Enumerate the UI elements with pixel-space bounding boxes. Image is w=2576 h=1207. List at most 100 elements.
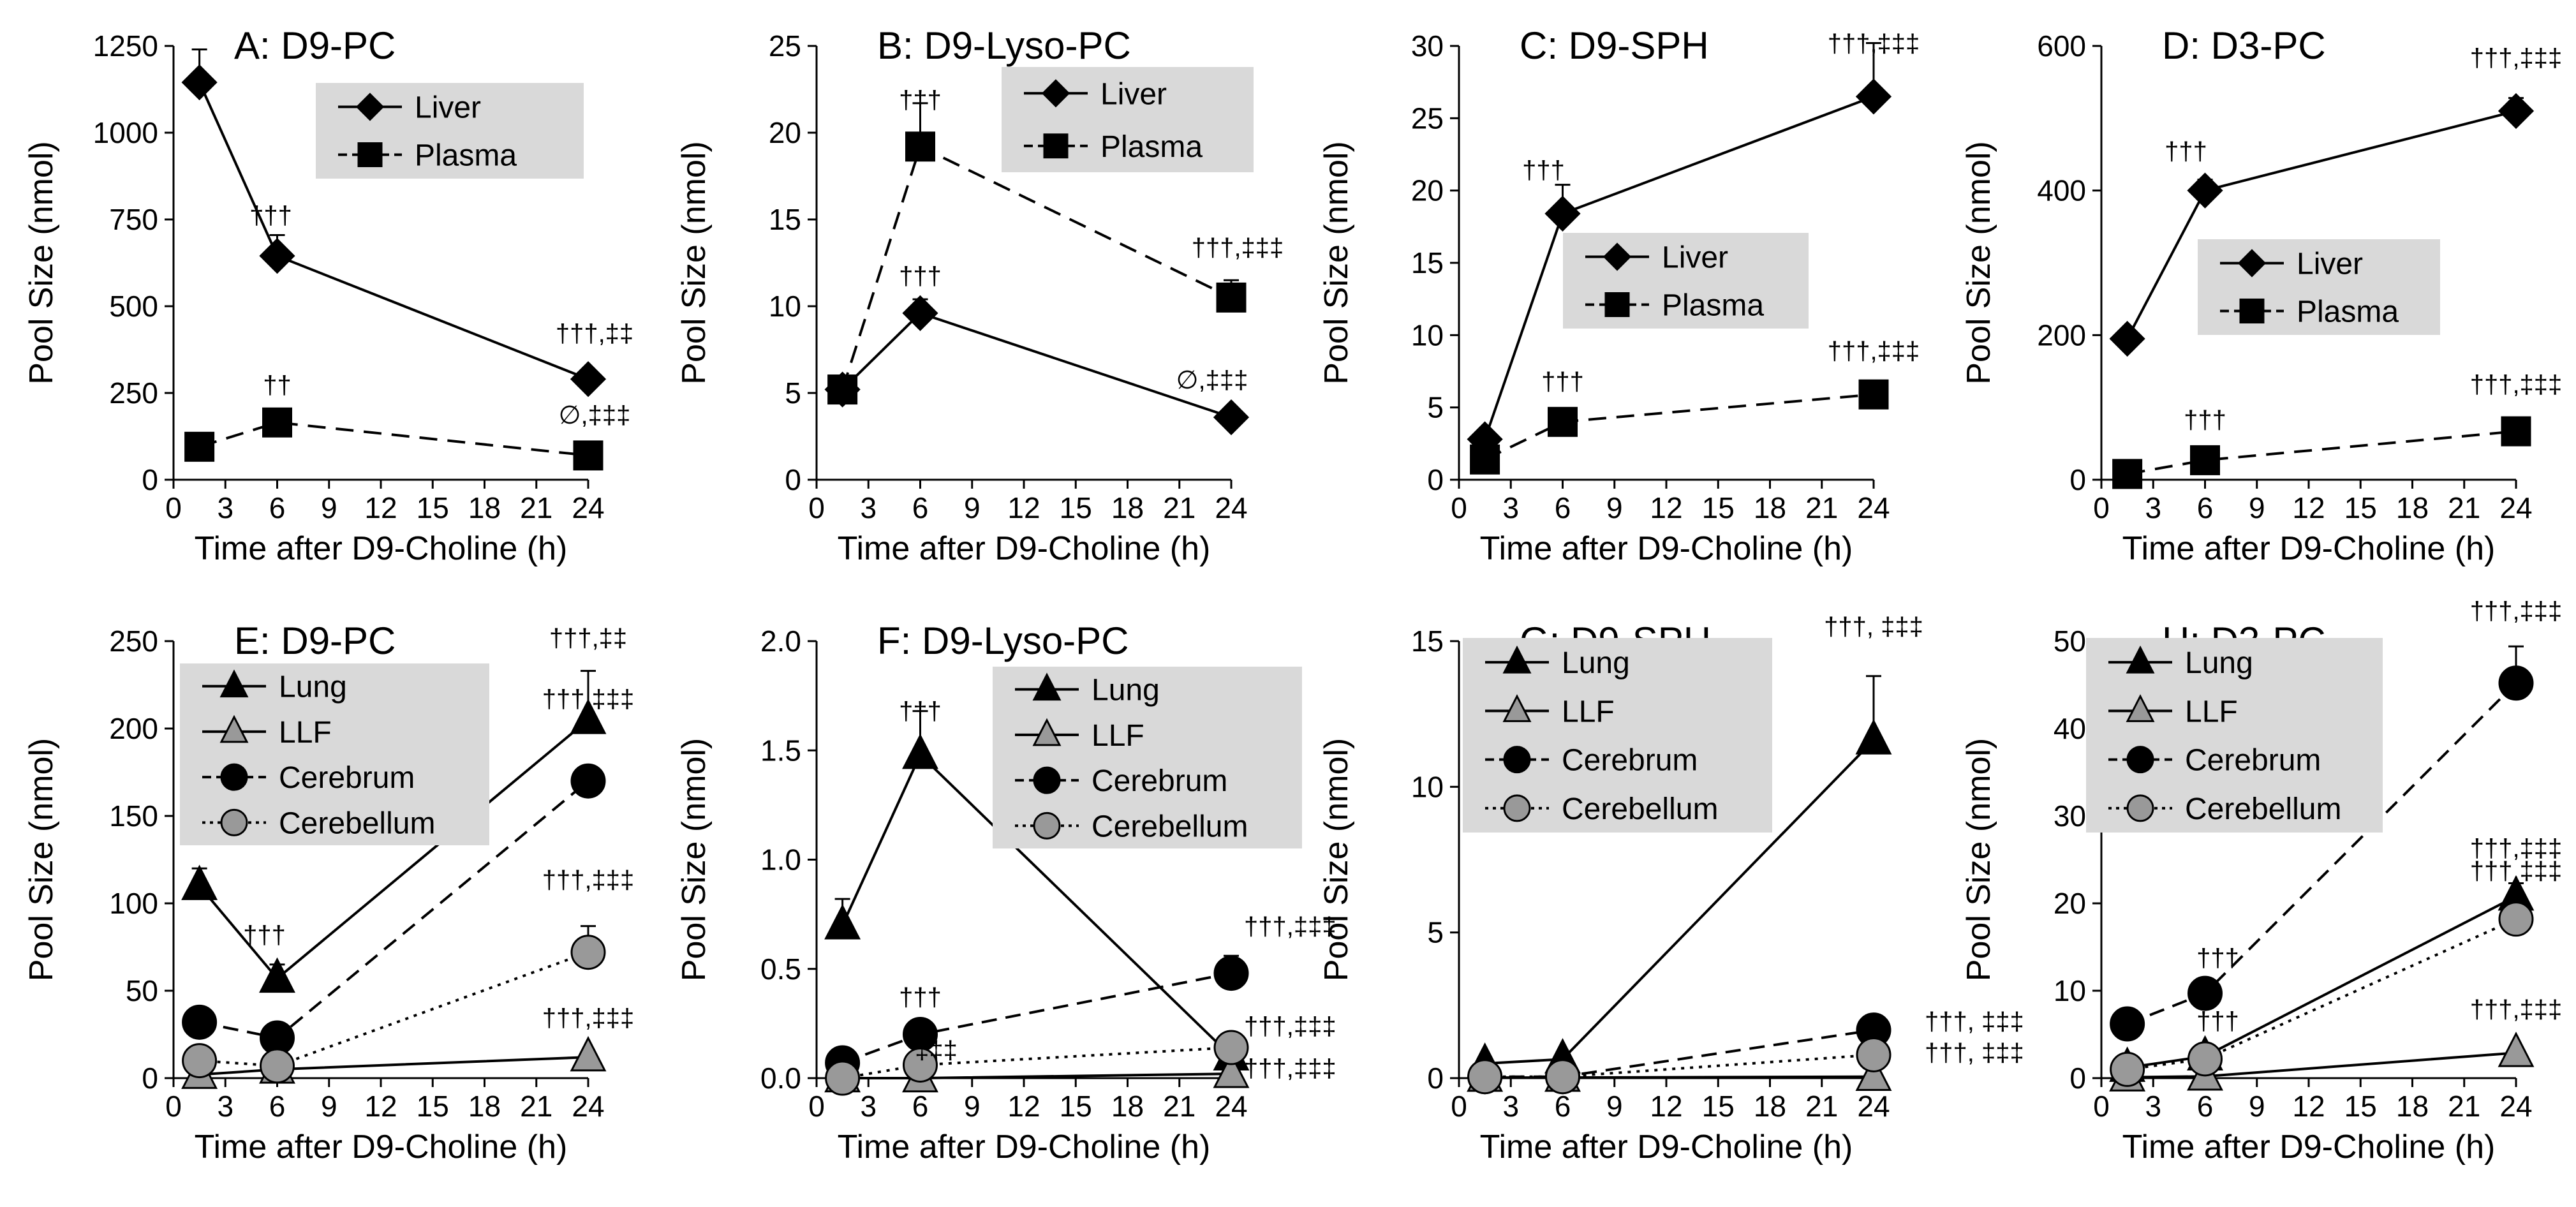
legend-label: LLF	[279, 716, 332, 750]
legend-marker	[1502, 694, 1532, 722]
x-tick-label: 21	[2448, 491, 2480, 524]
y-axis-label: Pool Size (nmol)	[1318, 738, 1355, 981]
y-tick-label: 20	[1411, 174, 1444, 207]
y-tick-label: 5	[1427, 916, 1444, 949]
legend-label: Cerebrum	[2185, 744, 2321, 778]
significance-annotation: †††,‡‡‡	[1244, 1055, 1336, 1083]
legend: Lung LLF Cerebrum Cerebellum	[993, 667, 1302, 848]
x-tick-label: 9	[1606, 1090, 1623, 1123]
y-tick-label: 10	[2054, 974, 2086, 1007]
x-axis-label: Time after D9-Choline (h)	[195, 1129, 568, 1166]
y-tick-label: 0.5	[760, 952, 801, 986]
series-line	[199, 951, 589, 1067]
x-tick-label: 18	[1111, 1090, 1144, 1123]
x-tick-label: 18	[1754, 491, 1786, 524]
legend: Liver Plasma	[1563, 233, 1809, 329]
y-tick-label: 1000	[93, 116, 158, 149]
y-tick-label: 5	[785, 376, 801, 410]
data-point	[1213, 956, 1249, 991]
x-axis-label: Time after D9-Choline (h)	[838, 1129, 1211, 1166]
legend-marker	[2239, 299, 2265, 323]
data-point	[260, 1048, 295, 1084]
x-tick-label: 24	[1857, 491, 1890, 524]
legend: Lung LLF Cerebrum Cerebellum	[1463, 638, 1772, 833]
y-tick-label: 150	[109, 799, 158, 833]
data-point	[184, 431, 215, 462]
data-point	[259, 957, 295, 993]
legend-item-plasma: Plasma	[1024, 130, 1203, 164]
legend-label: Lung	[1562, 646, 1630, 680]
x-tick-label: 0	[1451, 1090, 1467, 1123]
series-cerebrum	[825, 954, 1249, 1081]
x-tick-label: 24	[1215, 1090, 1247, 1123]
x-tick-label: 3	[217, 1090, 233, 1123]
legend-marker	[1043, 133, 1069, 159]
y-tick-label: 15	[769, 203, 801, 236]
y-tick-label: 0	[142, 1062, 158, 1095]
panel-title: E: D9-PC	[234, 619, 396, 662]
x-tick-label: 6	[269, 491, 286, 524]
legend-marker	[2237, 249, 2267, 278]
panel-f: 0 3 6 9 12 15 18 21 24 0.0 0.5 1.0 1.5 2.0 Time after …	[676, 619, 1336, 1166]
legend: Liver Plasma	[1002, 67, 1254, 172]
data-point	[2187, 172, 2223, 209]
legend-label: LLF	[1092, 719, 1144, 753]
legend-label: Lung	[1092, 674, 1160, 707]
y-tick-label: 20	[2054, 887, 2086, 920]
legend-label: Lung	[279, 670, 347, 704]
data-point	[903, 1047, 938, 1083]
significance-annotation: †††,‡‡	[556, 320, 633, 348]
x-tick-label: 9	[321, 1090, 337, 1123]
y-axis-label: Pool Size (nmol)	[1960, 738, 1997, 981]
x-tick-label: 6	[2197, 491, 2214, 524]
panel-b: 0 3 6 9 12 15 18 21 24 0 5 10 15 20 25 Time after D9-Ch…	[676, 24, 1284, 567]
series-line	[2127, 1051, 2517, 1079]
series-line	[1484, 393, 1874, 461]
significance-annotation: †††	[899, 262, 942, 290]
legend-item-cerebellum: Cerebellum	[2108, 792, 2341, 826]
legend-marker	[355, 93, 385, 121]
x-tick-label: 24	[1857, 1090, 1890, 1123]
series-plasma	[827, 102, 1247, 405]
legend-marker	[1502, 645, 1532, 674]
y-tick-label: 15	[1411, 625, 1444, 658]
series-plasma	[2112, 416, 2531, 489]
series-llf	[824, 1052, 1250, 1093]
panel-a: 0 3 6 9 12 15 18 21 24 0 250 500 750 1000 1250 Time aft…	[23, 24, 633, 567]
x-tick-label: 12	[1007, 1090, 1040, 1123]
panel-title: F: D9-Lyso-PC	[877, 619, 1129, 662]
y-tick-label: 0	[1427, 1062, 1444, 1095]
data-point	[1470, 444, 1500, 475]
x-tick-label: 9	[321, 491, 337, 524]
legend-marker	[1032, 672, 1062, 701]
data-point	[1855, 719, 1892, 755]
legend-marker	[2126, 746, 2154, 774]
data-point	[2110, 1006, 2145, 1042]
x-tick-label: 24	[572, 1090, 604, 1123]
significance-annotation: †††,‡‡‡	[1828, 337, 1920, 365]
x-tick-label: 18	[468, 491, 501, 524]
significance-annotation: †††	[899, 86, 942, 114]
data-point	[1213, 399, 1250, 436]
x-tick-label: 3	[1502, 1090, 1519, 1123]
series-plasma	[184, 407, 603, 471]
y-tick-label: 0	[2069, 463, 2086, 496]
x-tick-label: 24	[572, 491, 604, 524]
legend-label: Liver	[1100, 77, 1167, 111]
legend-label: Plasma	[1100, 130, 1203, 164]
significance-annotation: †††	[2196, 944, 2239, 972]
significance-annotation: †††,‡‡‡	[2470, 857, 2563, 885]
legend-item-liver: Liver	[1585, 241, 1728, 275]
legend-item-cerebrum: Cerebrum	[1485, 744, 1698, 778]
data-point	[1855, 1055, 1892, 1092]
y-tick-label: 500	[109, 290, 158, 323]
x-tick-label: 24	[2499, 491, 2532, 524]
legend-label: Plasma	[2297, 295, 2399, 329]
y-tick-label: 10	[769, 290, 801, 323]
legend-marker	[220, 763, 248, 791]
legend-item-plasma: Plasma	[2220, 295, 2399, 329]
significance-annotation: †††,‡‡‡	[2470, 995, 2563, 1023]
x-tick-label: 12	[2292, 1090, 2325, 1123]
legend-label: Liver	[2297, 248, 2363, 281]
legend-item-cerebrum: Cerebrum	[2108, 744, 2321, 778]
